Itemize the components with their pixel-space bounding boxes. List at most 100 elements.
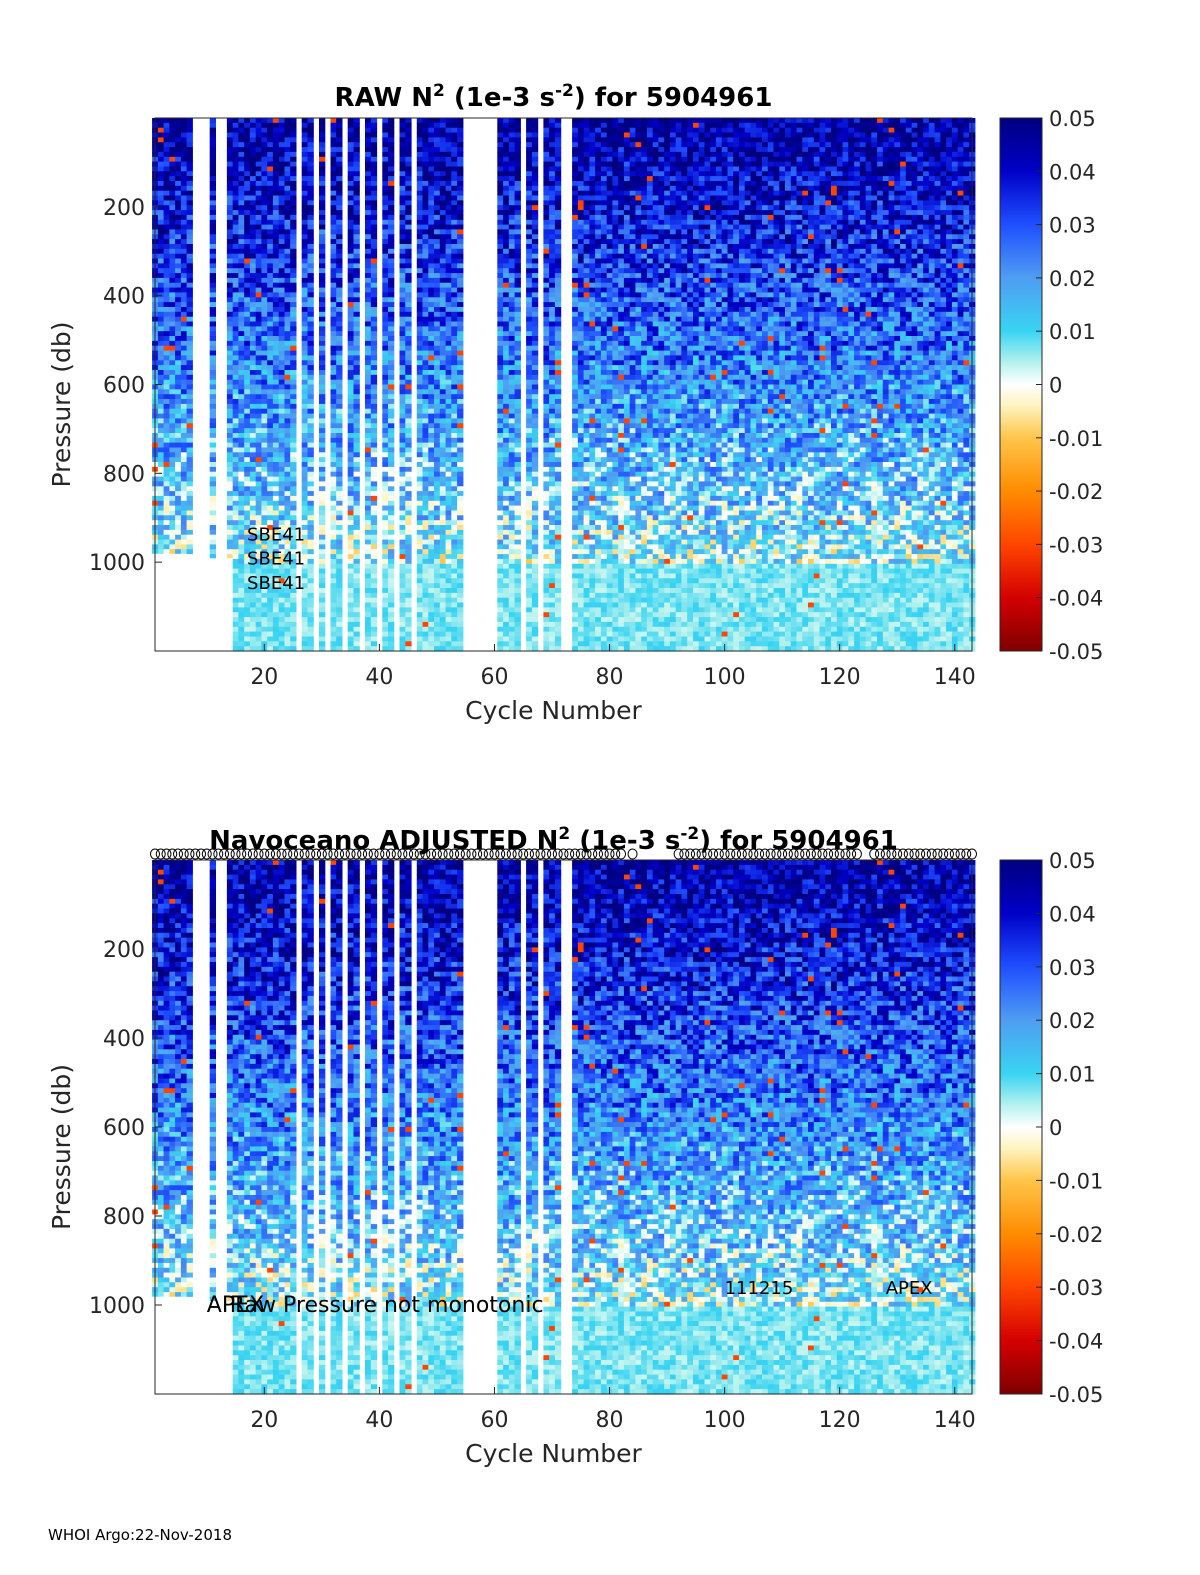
heatmap-cell	[422, 205, 429, 211]
heatmap-cell	[330, 520, 337, 526]
heatmap-cell	[434, 156, 441, 163]
heatmap-cell	[209, 307, 216, 313]
heatmap-cell	[434, 510, 441, 516]
heatmap-cell	[336, 132, 343, 138]
heatmap-cell	[278, 234, 285, 240]
heatmap-cell	[457, 617, 464, 623]
heatmap-cell	[186, 239, 193, 245]
heatmap-cell	[503, 205, 510, 211]
heatmap-cell	[290, 539, 297, 545]
heatmap-cell	[301, 190, 308, 197]
heatmap-cell	[336, 563, 343, 570]
heatmap-cell	[255, 166, 262, 172]
heatmap-cell	[388, 447, 395, 453]
heatmap-cell	[278, 621, 285, 628]
heatmap-cell	[175, 176, 182, 182]
heatmap-cell	[336, 452, 343, 458]
heatmap-cell	[175, 239, 182, 245]
heatmap-cell	[163, 340, 170, 347]
heatmap-cell	[226, 268, 234, 274]
heatmap-cell	[370, 602, 378, 608]
heatmap-cell	[267, 258, 274, 264]
heatmap-cell	[272, 520, 280, 526]
heatmap-cell	[365, 621, 372, 628]
heatmap-cell	[445, 471, 452, 478]
heatmap-cell	[405, 515, 412, 521]
heatmap-cell	[255, 389, 262, 395]
heatmap-cell	[261, 200, 268, 206]
heatmap-cell	[451, 176, 458, 182]
heatmap-cell	[508, 621, 516, 628]
heatmap-cell	[422, 631, 429, 637]
heatmap-cell	[451, 554, 458, 560]
heatmap-cell	[209, 321, 216, 327]
heatmap-cell	[347, 549, 354, 555]
heatmap-cell	[388, 418, 395, 424]
heatmap-cell	[451, 185, 458, 192]
heatmap-cell	[526, 428, 533, 434]
heatmap-cell	[497, 340, 504, 347]
heatmap-cell	[272, 510, 280, 516]
heatmap-cell	[503, 350, 510, 356]
heatmap-cell	[353, 621, 360, 628]
heatmap-cell	[514, 321, 521, 327]
heatmap-cell	[508, 118, 516, 124]
heatmap-cell	[175, 433, 182, 439]
heatmap-cell	[186, 452, 193, 458]
heatmap-cell	[175, 292, 182, 298]
heatmap-cell	[347, 573, 354, 579]
heatmap-cell	[514, 307, 521, 313]
heatmap-cell	[157, 442, 165, 448]
heatmap-cell	[428, 374, 435, 381]
heatmap-cell	[503, 321, 510, 327]
heatmap-cell	[232, 592, 239, 599]
heatmap-cell	[370, 311, 378, 318]
heatmap-cell	[428, 282, 435, 289]
heatmap-cell	[514, 137, 521, 143]
heatmap-cell	[284, 205, 291, 211]
heatmap-cell	[238, 244, 245, 250]
heatmap-cell	[278, 365, 285, 371]
heatmap-cell	[428, 379, 435, 386]
heatmap-cell	[261, 437, 268, 444]
heatmap-cell	[503, 607, 510, 613]
heatmap-cell	[238, 311, 245, 318]
heatmap-cell	[301, 118, 308, 124]
heatmap-cell	[497, 525, 504, 531]
heatmap-cell	[319, 495, 326, 502]
heatmap-cell	[307, 563, 314, 570]
heatmap-cell	[319, 287, 326, 293]
heatmap-cell	[388, 273, 395, 279]
heatmap-cell	[209, 156, 216, 163]
heatmap-cell	[451, 311, 458, 318]
heatmap-cell	[330, 244, 337, 250]
heatmap-cell	[307, 224, 314, 230]
heatmap-cell	[428, 370, 435, 376]
heatmap-cell	[347, 181, 354, 187]
heatmap-cell	[451, 253, 458, 260]
heatmap-cell	[388, 636, 395, 642]
heatmap-cell	[255, 345, 262, 352]
heatmap-cell	[445, 646, 452, 652]
heatmap-cell	[531, 476, 539, 482]
heatmap-cell	[434, 389, 441, 395]
heatmap-cell	[416, 433, 424, 439]
heatmap-cell	[514, 578, 521, 584]
heatmap-cell	[497, 370, 504, 376]
heatmap-cell	[428, 287, 435, 293]
heatmap-cell	[209, 399, 216, 405]
heatmap-cell	[319, 646, 326, 652]
heatmap-cell	[399, 171, 406, 177]
heatmap-cell	[284, 588, 291, 594]
heatmap-cell	[388, 365, 395, 371]
heatmap-cell	[428, 229, 435, 235]
heatmap-cell	[531, 529, 539, 536]
heatmap-cell	[399, 263, 406, 269]
heatmap-cell	[365, 515, 372, 521]
heatmap-cell	[405, 413, 412, 419]
heatmap-cell	[514, 190, 521, 197]
heatmap-cell	[238, 413, 245, 419]
heatmap-cell	[353, 408, 360, 415]
heatmap-cell	[445, 597, 452, 604]
heatmap-cell	[388, 515, 395, 521]
